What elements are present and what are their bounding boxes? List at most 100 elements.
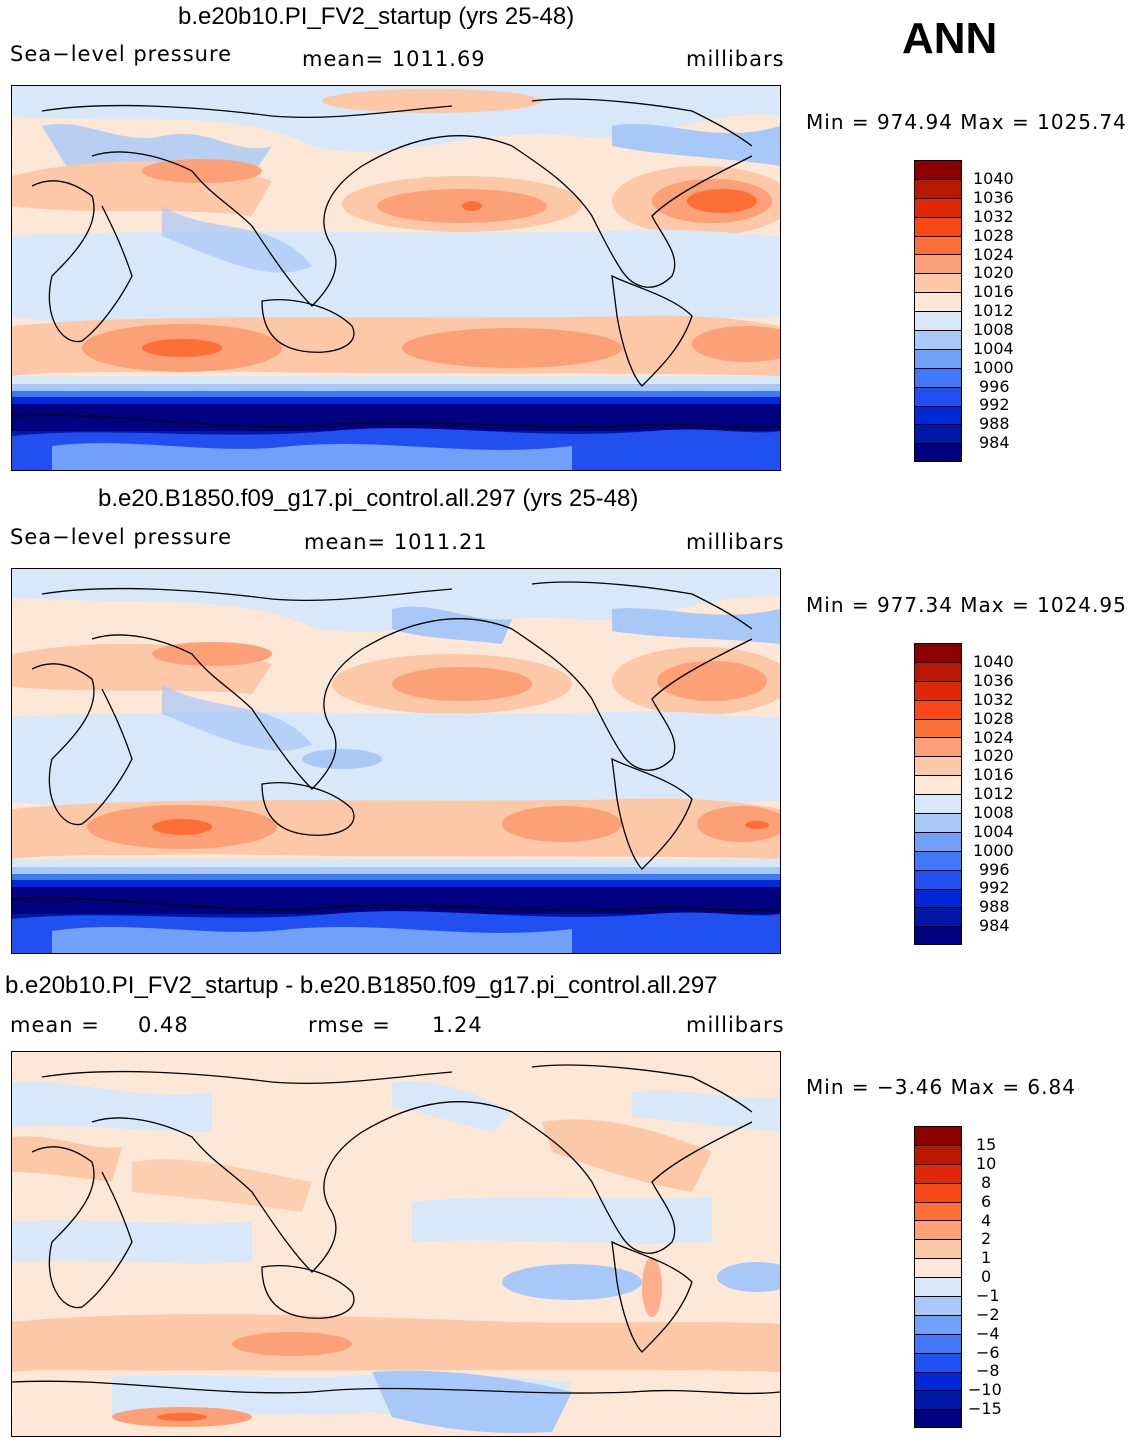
panel2-colorbar-cell — [914, 831, 962, 851]
panel1-colorbar-cell — [914, 330, 962, 349]
panel1-colorbar-cell — [914, 386, 962, 406]
panel1-colorbar-label: 984 — [979, 433, 1010, 452]
panel3-colorbar-cell — [914, 1126, 962, 1145]
panel1-colorbar-cell — [914, 311, 962, 331]
season-label: ANN — [902, 14, 998, 63]
panel3-colorbar-label: 6 — [981, 1192, 992, 1211]
panel1-colorbar-label: 1020 — [973, 263, 1014, 282]
panel2-colorbar-cell — [914, 661, 962, 681]
panel2-colorbar-cell — [914, 869, 962, 889]
panel1-colorbar-label: 996 — [979, 377, 1010, 396]
panel3-colorbar-cell — [914, 1277, 962, 1297]
panel1-colorbar — [914, 160, 962, 463]
panel3-colorbar-cell — [914, 1239, 962, 1259]
panel3-colorbar-cell — [914, 1409, 962, 1429]
panel2-colorbar-label: 1016 — [973, 765, 1014, 784]
panel1-colorbar-label: 1024 — [973, 245, 1014, 264]
panel1-colorbar-label: 1032 — [973, 207, 1014, 226]
panel3-colorbar-label: 2 — [981, 1229, 992, 1248]
panel3-colorbar-label: 15 — [976, 1135, 997, 1154]
panel3-colorbar-label: 1 — [981, 1248, 992, 1267]
panel3-units: millibars — [686, 1013, 785, 1037]
panel3-colorbar — [914, 1126, 962, 1429]
panel2-units: millibars — [686, 530, 785, 554]
panel3-colorbar-cell — [914, 1182, 962, 1202]
panel3-colorbar-cell — [914, 1352, 962, 1372]
panel2-minmax: Min = 977.34 Max = 1024.95 — [806, 593, 1127, 617]
panel3-colorbar-label: −8 — [976, 1361, 1000, 1380]
panel2-colorbar-cell — [914, 888, 962, 908]
panel1-colorbar-cell — [914, 235, 962, 255]
panel1-colorbar-cell — [914, 273, 962, 293]
panel3-colorbar-cell — [914, 1258, 962, 1278]
panel2-colorbar-frame — [914, 643, 962, 945]
panel1-colorbar-label: 1040 — [973, 169, 1014, 188]
panel2-colorbar-cell — [914, 813, 962, 832]
panel3-map — [11, 1051, 781, 1437]
panel3-colorbar-cell — [914, 1144, 962, 1164]
panel2-colorbar-cell — [914, 699, 962, 719]
panel2-mean: mean= 1011.21 — [304, 530, 488, 554]
panel1-map-svg — [12, 86, 780, 470]
panel3-title: b.e20b10.PI_FV2_startup - b.e20.B1850.f0… — [5, 972, 718, 999]
panel2-colorbar-cell — [914, 775, 962, 795]
panel1-colorbar-cell — [914, 367, 962, 387]
panel2-title: b.e20.B1850.f09_g17.pi_control.all.297 (… — [98, 485, 639, 512]
panel3-rmse-value: 1.24 — [432, 1013, 483, 1037]
panel2-colorbar-cell — [914, 794, 962, 814]
panel3-colorbar-cell — [914, 1296, 962, 1315]
panel3-colorbar-cell — [914, 1390, 962, 1410]
panel2-variable: Sea−level pressure — [10, 525, 233, 549]
panel3-colorbar-label: 10 — [976, 1154, 997, 1173]
panel2-colorbar-cell — [914, 926, 962, 946]
panel3-colorbar-label: 0 — [981, 1267, 992, 1286]
panel1-colorbar-cell — [914, 216, 962, 236]
panel3-colorbar-cell — [914, 1201, 962, 1221]
panel3-colorbar-cell — [914, 1333, 962, 1353]
panel3-colorbar-label: −2 — [976, 1305, 1000, 1324]
panel1-colorbar-label: 1016 — [973, 282, 1014, 301]
panel2-colorbar-label: 1040 — [973, 652, 1014, 671]
panel3-mean-label: mean = — [10, 1013, 100, 1037]
panel3-minmax: Min = −3.46 Max = 6.84 — [806, 1075, 1076, 1099]
panel3-colorbar-label: −4 — [976, 1324, 1000, 1343]
panel2-colorbar-label: 1012 — [973, 784, 1014, 803]
panel3-colorbar-cell — [914, 1314, 962, 1334]
panel3-map-svg — [12, 1052, 780, 1436]
panel1-colorbar-label: 1008 — [973, 320, 1014, 339]
panel2-colorbar-label: 984 — [979, 916, 1010, 935]
panel2-colorbar-cell — [914, 756, 962, 776]
panel1-colorbar-frame — [914, 160, 962, 462]
panel1-title: b.e20b10.PI_FV2_startup (yrs 25-48) — [178, 3, 575, 30]
panel2-colorbar-label: 1032 — [973, 690, 1014, 709]
panel1-colorbar-label: 1012 — [973, 301, 1014, 320]
panel1-colorbar-cell — [914, 405, 962, 425]
panel3-colorbar-label: −15 — [968, 1399, 1002, 1418]
panel2-colorbar-label: 1028 — [973, 709, 1014, 728]
panel1-map — [11, 85, 781, 471]
panel1-variable: Sea−level pressure — [10, 42, 233, 66]
panel3-colorbar-label: −10 — [968, 1380, 1002, 1399]
panel3-colorbar-cell — [914, 1220, 962, 1240]
panel1-colorbar-cell — [914, 292, 962, 312]
panel2-colorbar-label: 1004 — [973, 822, 1014, 841]
panel3-colorbar-frame — [914, 1126, 962, 1428]
panel2-colorbar-label: 996 — [979, 860, 1010, 879]
panel2-colorbar-label: 1008 — [973, 803, 1014, 822]
panel1-colorbar-cell — [914, 197, 962, 217]
panel1-colorbar-label: 992 — [979, 395, 1010, 414]
panel2-colorbar-label: 1036 — [973, 671, 1014, 690]
panel2-colorbar-cell — [914, 680, 962, 700]
panel2-map — [11, 568, 781, 954]
panel2-colorbar-label: 988 — [979, 897, 1010, 916]
panel1-units: millibars — [686, 47, 785, 71]
panel1-colorbar-cell — [914, 160, 962, 179]
panel1-colorbar-label: 1036 — [973, 188, 1014, 207]
panel1-colorbar-cell — [914, 424, 962, 444]
panel3-colorbar-label: −1 — [976, 1286, 1000, 1305]
panel2-colorbar-label: 1020 — [973, 746, 1014, 765]
panel3-colorbar-label: 4 — [981, 1211, 992, 1230]
panel2-colorbar-label: 992 — [979, 878, 1010, 897]
panel1-colorbar-cell — [914, 443, 962, 463]
panel3-colorbar-cell — [914, 1371, 962, 1391]
